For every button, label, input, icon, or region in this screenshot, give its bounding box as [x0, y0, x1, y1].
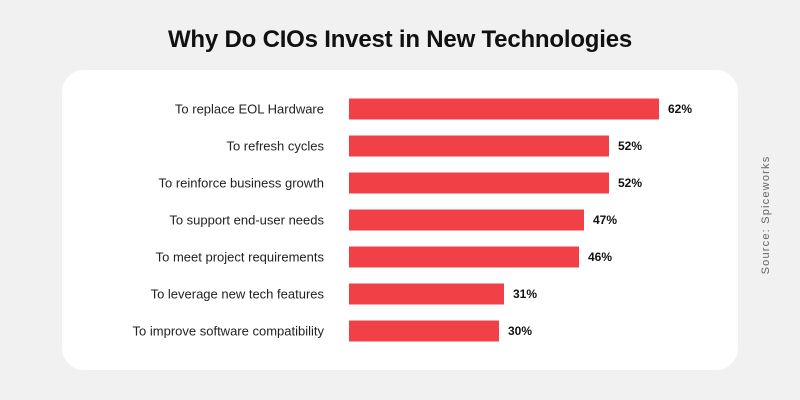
category-label: To refresh cycles [226, 139, 324, 154]
value-label: 46% [588, 250, 612, 264]
category-label: To leverage new tech features [151, 287, 325, 302]
bar [349, 135, 609, 157]
value-label: 52% [618, 176, 642, 190]
bar [349, 320, 499, 342]
bar [349, 283, 504, 305]
bar [349, 246, 579, 268]
category-label: To reinforce business growth [159, 176, 324, 191]
value-label: 30% [508, 324, 532, 338]
value-label: 31% [513, 287, 537, 301]
bar [349, 172, 609, 194]
category-label: To support end-user needs [169, 213, 324, 228]
chart-title: Why Do CIOs Invest in New Technologies [167, 26, 633, 53]
bar [349, 98, 659, 120]
category-label: To improve software compatibility [133, 324, 325, 339]
source-note: Source: Spiceworks [760, 155, 772, 275]
value-label: 47% [593, 213, 617, 227]
value-label: 52% [618, 139, 642, 153]
value-label: 62% [668, 102, 692, 116]
category-label: To replace EOL Hardware [175, 102, 324, 117]
bar [349, 209, 584, 231]
category-label: To meet project requirements [156, 250, 325, 265]
